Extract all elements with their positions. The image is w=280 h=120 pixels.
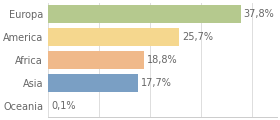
Text: 17,7%: 17,7%	[141, 78, 172, 88]
Text: 0,1%: 0,1%	[52, 101, 76, 111]
Bar	[48, 28, 179, 46]
Bar	[48, 51, 144, 69]
Bar	[48, 74, 138, 92]
Text: 37,8%: 37,8%	[244, 9, 274, 19]
Bar	[48, 5, 241, 23]
Text: 25,7%: 25,7%	[182, 32, 213, 42]
Text: 18,8%: 18,8%	[147, 55, 178, 65]
